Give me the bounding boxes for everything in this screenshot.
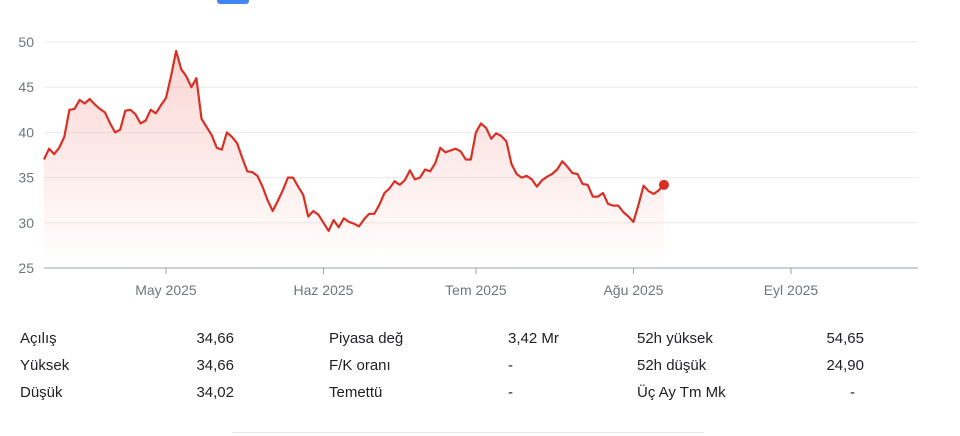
key-stats-table: Açılış 34,66 Yüksek 34,66 Düşük 34,02 Pi… bbox=[0, 326, 960, 410]
stat-value-pe-ratio: - bbox=[508, 357, 513, 374]
stat-value-dividend: - bbox=[508, 384, 513, 401]
stat-label-dividend: Temettü bbox=[329, 384, 383, 401]
current-price-dot bbox=[658, 179, 669, 190]
stat-value-low: 34,02 bbox=[196, 384, 234, 401]
y-tick-label: 35 bbox=[18, 170, 34, 186]
stat-label-market-cap: Piyasa değ bbox=[329, 330, 404, 347]
y-tick-label: 25 bbox=[18, 260, 34, 276]
y-tick-label: 30 bbox=[18, 215, 34, 231]
x-tick-label: Eyl 2025 bbox=[764, 282, 819, 298]
stat-value-high: 34,66 bbox=[196, 357, 234, 374]
price-chart[interactable]: 50 45 40 35 30 25 May 2025 Haz 2025 Tem 2025 Ağu… bbox=[0, 0, 960, 310]
stat-label-high: Yüksek bbox=[20, 357, 70, 374]
y-tick-label: 50 bbox=[18, 34, 34, 50]
stat-label-open: Açılış bbox=[20, 330, 57, 347]
x-tick-label: May 2025 bbox=[135, 282, 197, 298]
stat-label-low: Düşük bbox=[20, 384, 63, 401]
y-tick-label: 45 bbox=[18, 79, 34, 95]
stat-value-market-cap: 3,42 Mr bbox=[508, 330, 559, 347]
stat-label-52w-high: 52h yüksek bbox=[637, 330, 713, 347]
stat-label-3m-avg-volume: Üç Ay Tm Mk bbox=[637, 384, 726, 401]
stat-label-52w-low: 52h düşük bbox=[637, 357, 707, 374]
x-tick-label: Tem 2025 bbox=[445, 282, 507, 298]
y-axis-labels: 50 45 40 35 30 25 bbox=[18, 34, 34, 276]
stat-value-52w-high: 54,65 bbox=[826, 330, 864, 347]
stat-value-3m-avg-volume: - bbox=[850, 384, 855, 401]
x-tick-label: Haz 2025 bbox=[294, 282, 354, 298]
stat-value-52w-low: 24,90 bbox=[826, 357, 864, 374]
bottom-divider bbox=[232, 432, 704, 433]
active-tab-indicator bbox=[217, 0, 249, 4]
x-tick-label: Ağu 2025 bbox=[603, 282, 663, 298]
price-area-fill bbox=[44, 51, 664, 268]
x-axis-ticks: May 2025 Haz 2025 Tem 2025 Ağu 2025 Eyl 2025 bbox=[135, 268, 818, 298]
stat-label-pe-ratio: F/K oranı bbox=[329, 357, 391, 374]
price-line bbox=[43, 49, 665, 232]
stat-value-open: 34,66 bbox=[196, 330, 234, 347]
y-tick-label: 40 bbox=[18, 124, 34, 140]
